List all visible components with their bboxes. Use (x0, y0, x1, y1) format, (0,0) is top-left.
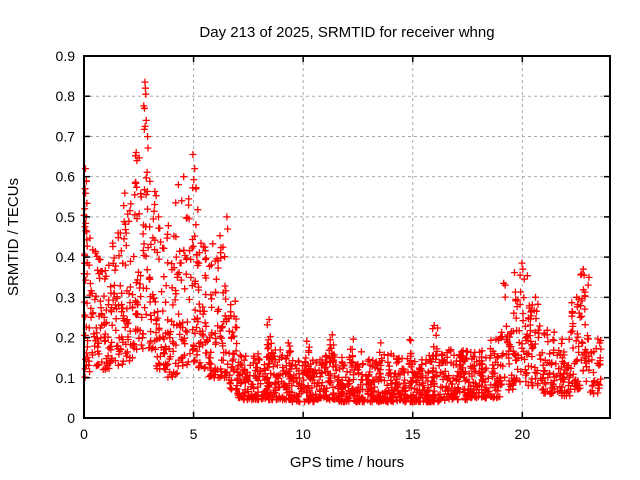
plot-border (83, 55, 611, 419)
y-tick-label: 0.6 (56, 169, 76, 185)
scatter-points-series (80, 78, 605, 406)
x-tick-label: 0 (80, 426, 88, 442)
x-tick-label: 5 (190, 426, 198, 442)
y-tick-label: 0.4 (56, 249, 76, 265)
x-tick-label: 15 (405, 426, 421, 442)
y-tick-label: 0.5 (56, 209, 76, 225)
y-tick-label: 0 (67, 410, 75, 426)
y-tick-label: 0.7 (56, 128, 76, 144)
x-tick-label: 10 (295, 426, 311, 442)
y-tick-label: 0.1 (56, 370, 76, 386)
y-tick-label: 0.8 (56, 88, 76, 104)
x-tick-label: 20 (515, 426, 531, 442)
chart-title: Day 213 of 2025, SRMTID for receiver whn… (199, 24, 495, 41)
y-tick-label: 0.2 (56, 330, 76, 346)
x-axis-label: GPS time / hours (289, 454, 405, 471)
y-tick-label: 0.9 (56, 48, 76, 64)
y-tick-label: 0.3 (56, 289, 76, 305)
